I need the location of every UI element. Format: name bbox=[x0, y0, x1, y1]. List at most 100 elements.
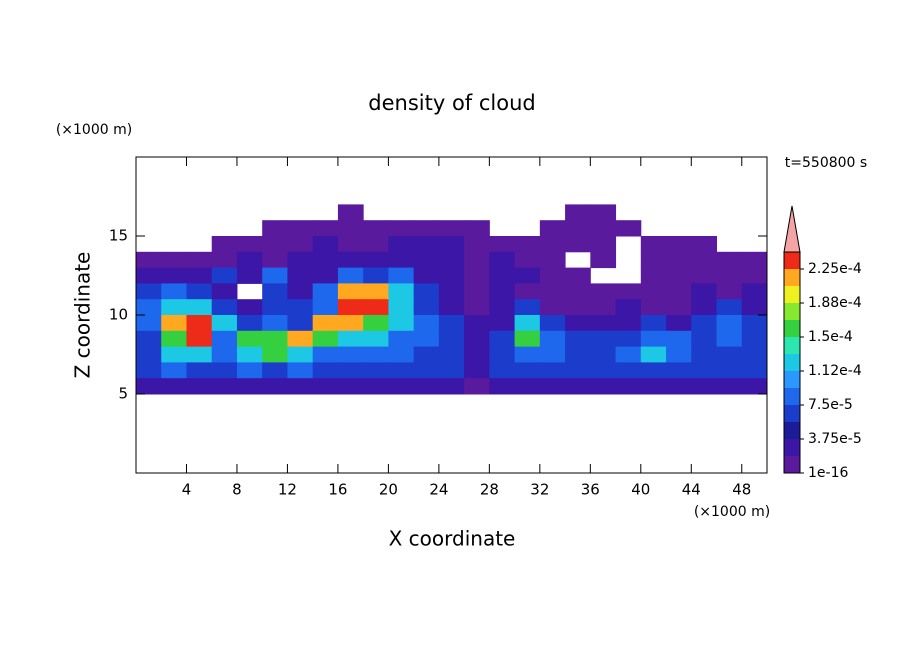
contour-cell bbox=[438, 378, 465, 395]
contour-cell bbox=[666, 236, 692, 253]
contour-cell bbox=[514, 299, 541, 316]
contour-cell bbox=[514, 283, 541, 300]
contour-cell bbox=[312, 346, 339, 363]
contour-cell bbox=[539, 220, 566, 237]
contour-cell bbox=[211, 315, 238, 332]
contour-cell bbox=[640, 251, 667, 269]
contour-cell bbox=[590, 251, 617, 269]
x-tick-label: 16 bbox=[328, 481, 347, 499]
x-tick-label: 44 bbox=[682, 481, 701, 499]
contour-cell bbox=[136, 315, 162, 332]
chart-title: density of cloud bbox=[368, 91, 535, 115]
contour-cell bbox=[691, 236, 718, 253]
colorbar-band bbox=[784, 439, 800, 456]
contour-cell bbox=[312, 299, 339, 316]
y-tick-label: 5 bbox=[118, 385, 128, 403]
y-axis-title: Z coordinate bbox=[71, 252, 95, 379]
contour-cell bbox=[136, 362, 162, 379]
contour-cell bbox=[136, 378, 162, 395]
contour-cell bbox=[716, 299, 743, 316]
contour-cell bbox=[565, 267, 591, 284]
contour-cell bbox=[691, 251, 718, 269]
contour-cell bbox=[716, 315, 743, 332]
contour-cell bbox=[337, 236, 364, 253]
contour-cell bbox=[287, 315, 314, 332]
contour-cell bbox=[287, 330, 314, 348]
contour-cell bbox=[236, 236, 263, 253]
contour-cell bbox=[438, 236, 465, 253]
contour-cell bbox=[262, 299, 288, 316]
colorbar-extension bbox=[783, 205, 801, 253]
contour-cell bbox=[640, 283, 667, 300]
contour-cell bbox=[413, 315, 440, 332]
contour-cell bbox=[363, 220, 389, 237]
contour-cell bbox=[741, 267, 768, 284]
contour-cell bbox=[388, 283, 415, 300]
contour-cell bbox=[161, 315, 187, 332]
contour-cell bbox=[136, 346, 162, 363]
contour-cell bbox=[666, 251, 692, 269]
contour-cell bbox=[236, 299, 263, 316]
contour-cell bbox=[691, 299, 718, 316]
colorbar-band bbox=[784, 388, 800, 405]
contour-cell bbox=[640, 362, 667, 379]
contour-cell bbox=[666, 330, 692, 348]
colorbar-tick-label: 1.5e-4 bbox=[808, 329, 853, 345]
contour-cell bbox=[337, 299, 364, 316]
contour-cell bbox=[337, 362, 364, 379]
contour-cell bbox=[565, 299, 591, 316]
contour-cell bbox=[388, 251, 415, 269]
contour-cell bbox=[136, 330, 162, 348]
colorbar-tick-label: 3.75e-5 bbox=[808, 431, 862, 447]
contour-cell bbox=[691, 362, 718, 379]
contour-cell bbox=[287, 251, 314, 269]
contour-cell bbox=[413, 346, 440, 363]
contour-cell bbox=[539, 315, 566, 332]
x-tick-label: 40 bbox=[631, 481, 650, 499]
contour-cell bbox=[388, 299, 415, 316]
contour-cell bbox=[666, 283, 692, 300]
contour-cell bbox=[666, 315, 692, 332]
contour-cell bbox=[337, 283, 364, 300]
contour-cell bbox=[337, 204, 364, 221]
contour-cell bbox=[312, 251, 339, 269]
contour-cell bbox=[211, 236, 238, 253]
contour-cell bbox=[514, 236, 541, 253]
contour-cell bbox=[565, 330, 591, 348]
contour-cell bbox=[489, 315, 516, 332]
x-tick-label: 32 bbox=[530, 481, 549, 499]
contour-cell bbox=[489, 299, 516, 316]
contour-cell bbox=[363, 346, 389, 363]
contour-cell bbox=[489, 251, 516, 269]
contour-cell bbox=[539, 346, 566, 363]
colorbar-frame bbox=[783, 251, 801, 474]
contour-cell bbox=[438, 251, 465, 269]
contour-cell bbox=[489, 330, 516, 348]
contour-cell bbox=[464, 220, 490, 237]
contour-cell bbox=[262, 378, 288, 395]
y-tick-label: 15 bbox=[109, 227, 128, 245]
colorbar-tick-label: 7.5e-5 bbox=[808, 397, 853, 413]
contour-cell bbox=[640, 299, 667, 316]
contour-cell bbox=[615, 362, 642, 379]
contour-cell bbox=[565, 378, 591, 395]
contour-cell bbox=[337, 346, 364, 363]
contour-cell bbox=[514, 330, 541, 348]
contour-cell bbox=[716, 346, 743, 363]
contour-cell bbox=[262, 283, 288, 300]
annotation: t=550800 s bbox=[785, 155, 867, 171]
contour-cell bbox=[388, 346, 415, 363]
contour-cell bbox=[438, 220, 465, 237]
contour-cell bbox=[388, 330, 415, 348]
contour-cell bbox=[716, 362, 743, 379]
contour-cell bbox=[161, 378, 187, 395]
x-unit: (×1000 m) bbox=[694, 504, 770, 520]
colorbar-tick-label: 2.25e-4 bbox=[808, 261, 862, 277]
x-tick-label: 8 bbox=[232, 481, 242, 499]
contour-cell bbox=[262, 330, 288, 348]
x-tick-label: 48 bbox=[732, 481, 751, 499]
contour-cell bbox=[438, 346, 465, 363]
contour-cell bbox=[666, 299, 692, 316]
contour-cell bbox=[438, 283, 465, 300]
contour-cell bbox=[337, 330, 364, 348]
